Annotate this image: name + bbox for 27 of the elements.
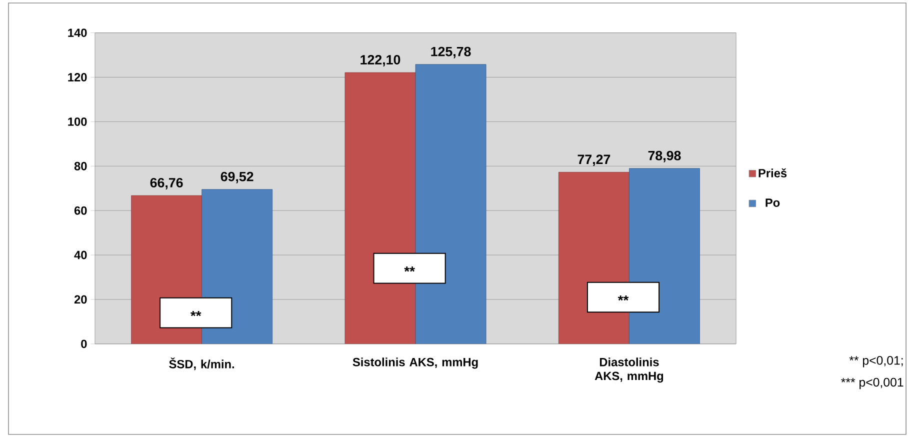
text: *** p<0,001	[841, 378, 904, 389]
y-tick-label: 60	[74, 206, 87, 215]
bar	[629, 168, 700, 344]
y-tick-label: 100	[68, 117, 87, 126]
x-tick-label: Sistolinis AKS, mmHg	[352, 357, 478, 369]
x-tick-label: ŠSD, k/min.	[169, 357, 234, 370]
y-tick-label: 40	[74, 250, 87, 260]
data-label: 69,52	[220, 172, 254, 184]
annotation: **	[190, 310, 202, 316]
y-tick-label: 80	[74, 162, 87, 170]
text: ** p<0,01;	[849, 356, 903, 368]
bar	[415, 64, 486, 344]
legend-label: Prieš	[758, 168, 787, 178]
annotation: **	[618, 295, 629, 300]
bar	[202, 189, 273, 344]
y-tick-label: 0	[81, 340, 87, 348]
data-label: 77,27	[578, 154, 610, 166]
y-tick-label: 120	[68, 72, 87, 82]
data-label: 122,10	[360, 54, 400, 66]
x-tick-label: Diastolinis AKS, mmHg	[594, 357, 664, 382]
data-label: 125,78	[431, 46, 471, 58]
y-tick-label: 140	[68, 28, 87, 37]
data-label: 78,98	[648, 150, 681, 162]
legend-label: Po	[766, 198, 780, 207]
annotation: **	[404, 266, 415, 272]
data-label: 66,76	[150, 178, 183, 190]
y-tick-label: 20	[74, 295, 87, 304]
